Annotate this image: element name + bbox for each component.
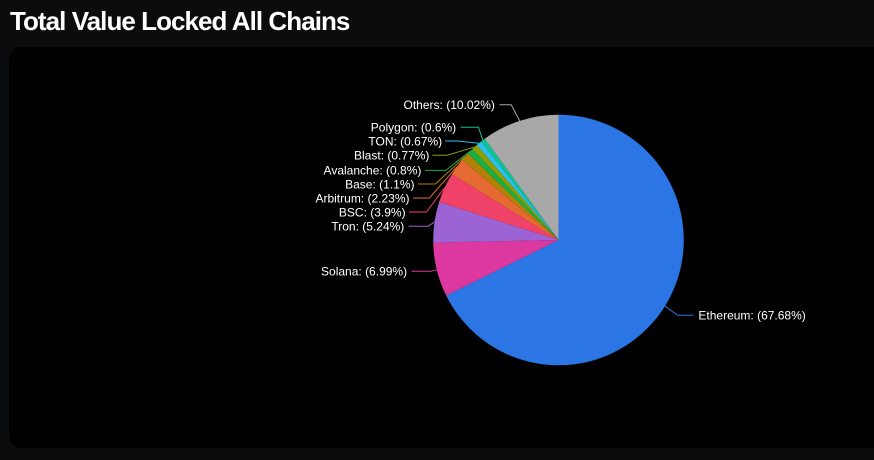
svg-text:Solana: (6.99%): Solana: (6.99%) <box>321 265 407 279</box>
svg-text:Polygon: (0.6%): Polygon: (0.6%) <box>371 121 456 135</box>
svg-text:Others: (10.02%): Others: (10.02%) <box>404 98 495 112</box>
svg-text:Blast: (0.77%): Blast: (0.77%) <box>354 149 429 163</box>
svg-text:Ethereum: (67.68%): Ethereum: (67.68%) <box>698 309 805 323</box>
svg-text:TON: (0.67%): TON: (0.67%) <box>368 134 442 148</box>
svg-text:Tron: (5.24%): Tron: (5.24%) <box>331 220 404 234</box>
svg-text:BSC: (3.9%): BSC: (3.9%) <box>339 205 406 219</box>
svg-text:Avalanche: (0.8%): Avalanche: (0.8%) <box>324 164 422 178</box>
svg-text:Base: (1.1%): Base: (1.1%) <box>345 177 414 191</box>
svg-text:Arbitrum: (2.23%): Arbitrum: (2.23%) <box>315 191 409 205</box>
